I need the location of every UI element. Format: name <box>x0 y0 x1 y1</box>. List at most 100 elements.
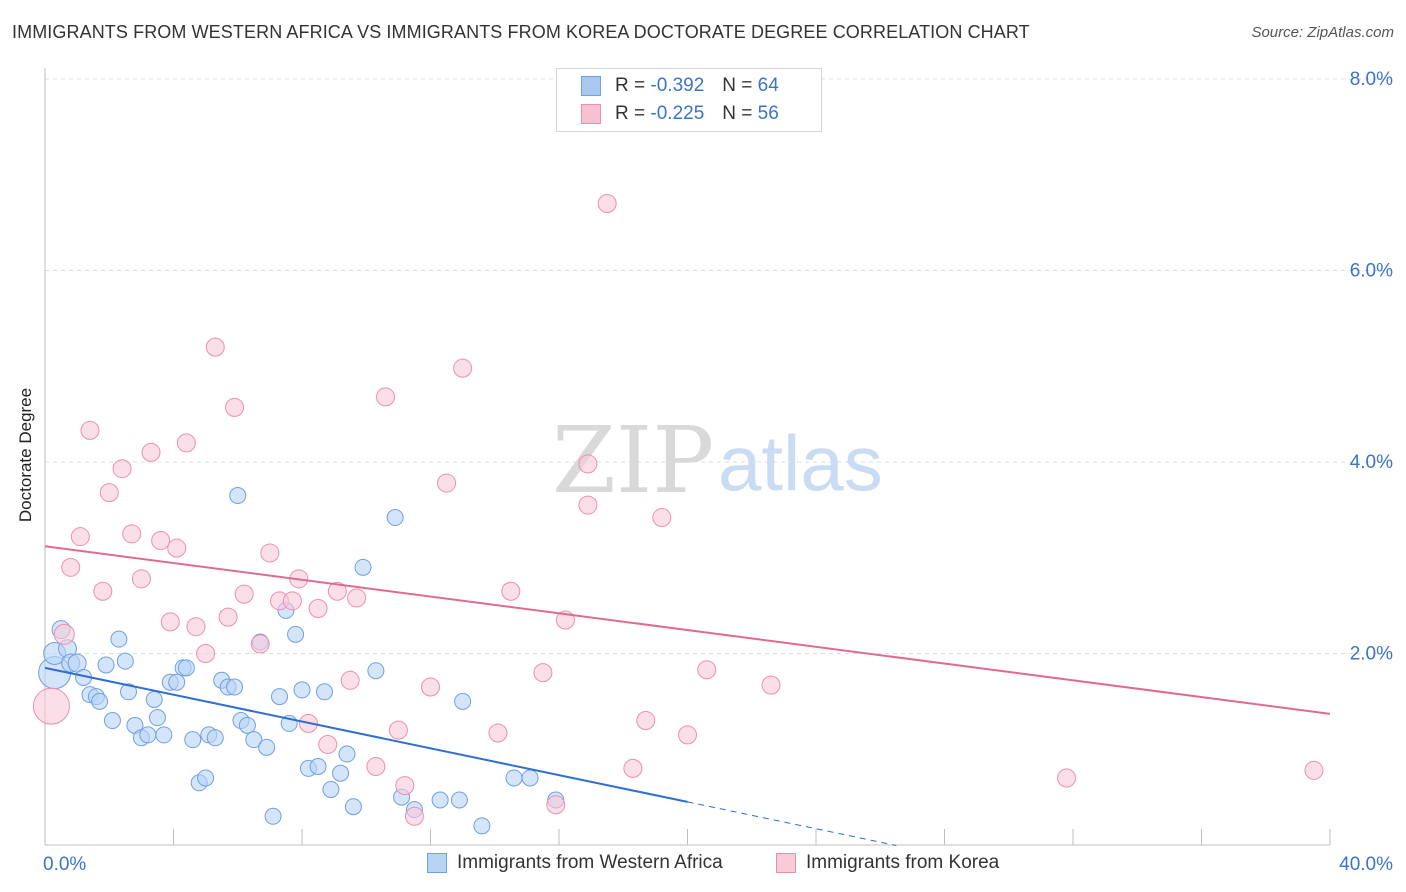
point-korea <box>99 483 119 503</box>
point-western-africa <box>450 791 468 809</box>
point-western-africa <box>110 630 128 648</box>
y-tick-label: 2.0% <box>1350 644 1393 665</box>
point-korea <box>141 442 161 462</box>
legend-label-korea: Immigrants from Korea <box>806 852 1000 873</box>
point-korea <box>404 806 424 826</box>
point-korea <box>93 581 113 601</box>
point-korea <box>437 473 457 493</box>
point-korea <box>488 723 508 743</box>
point-korea <box>678 725 697 745</box>
point-western-africa <box>309 757 327 775</box>
point-korea <box>1304 760 1324 780</box>
point-korea <box>260 543 280 563</box>
point-korea <box>70 527 90 547</box>
point-korea <box>388 720 408 740</box>
trend-extension-western-africa <box>687 801 897 846</box>
point-western-africa <box>264 807 282 825</box>
point-korea <box>167 538 187 558</box>
point-western-africa <box>155 726 173 744</box>
legend-n-label: N = <box>722 103 753 124</box>
point-korea <box>761 675 781 695</box>
point-western-africa <box>184 731 202 749</box>
legend-row-korea: R = -0.225 N = 56 <box>581 101 779 127</box>
point-korea <box>186 617 206 637</box>
point-western-africa <box>505 769 523 787</box>
point-korea <box>151 531 171 551</box>
point-korea <box>636 711 656 731</box>
point-korea <box>160 612 180 632</box>
point-western-africa <box>91 692 109 710</box>
data-points <box>32 103 1324 835</box>
point-western-africa <box>473 817 491 835</box>
point-korea <box>578 495 598 515</box>
point-korea <box>225 397 245 417</box>
point-korea <box>176 433 196 453</box>
legend-n-value: 64 <box>757 75 779 96</box>
chart-title: IMMIGRANTS FROM WESTERN AFRICA VS IMMIGR… <box>12 22 1030 42</box>
point-western-africa <box>120 683 138 701</box>
point-korea <box>501 581 521 601</box>
legend-r-value: -0.225 <box>650 103 705 124</box>
point-western-africa <box>454 692 472 710</box>
legend-item-western-africa[interactable]: Immigrants from Western Africa <box>427 852 723 874</box>
point-western-africa <box>338 745 356 763</box>
trend-line-western-africa <box>44 666 688 803</box>
legend-r-label: R = <box>615 103 646 124</box>
point-western-africa <box>238 716 256 734</box>
point-western-africa <box>177 659 195 677</box>
point-western-africa <box>245 731 263 749</box>
point-korea <box>32 687 70 725</box>
point-western-africa <box>168 673 186 691</box>
point-western-africa <box>116 652 134 670</box>
series-legend: Immigrants from Western Africa Immigrant… <box>0 852 1406 878</box>
source-label: Source: ZipAtlas.com <box>1251 24 1394 41</box>
point-korea <box>597 193 617 213</box>
point-western-africa <box>197 769 215 787</box>
legend-item-korea[interactable]: Immigrants from Korea <box>776 852 999 874</box>
point-korea <box>546 795 566 815</box>
point-western-africa <box>97 656 115 674</box>
trend-lines <box>44 545 1331 846</box>
point-korea <box>697 660 717 680</box>
point-korea <box>533 663 553 683</box>
y-tick-label: 4.0% <box>1350 452 1393 473</box>
grid-lines <box>45 78 1392 654</box>
point-western-africa <box>148 709 166 727</box>
legend-row-western-africa: R = -0.392 N = 64 <box>581 73 779 99</box>
point-western-africa <box>344 798 362 816</box>
point-western-africa <box>293 681 311 699</box>
legend-r-label: R = <box>615 75 646 96</box>
point-korea <box>1057 768 1077 788</box>
point-western-africa <box>431 791 449 809</box>
point-korea <box>234 584 254 604</box>
legend-swatch-western-africa <box>427 853 447 873</box>
tick-labels: 2.0% 4.0% 6.0% 8.0% 0.0% 40.0% <box>43 69 1393 875</box>
point-western-africa <box>332 764 350 782</box>
point-western-africa <box>271 688 289 706</box>
watermark-zip: ZIP <box>552 407 714 514</box>
point-korea <box>196 644 216 663</box>
x-tick-label: 40.0% <box>1339 854 1393 875</box>
point-western-africa <box>354 558 372 576</box>
point-korea <box>578 454 598 474</box>
legend-n-label: N = <box>722 75 753 96</box>
legend-swatch-korea <box>776 853 796 873</box>
point-western-africa <box>287 625 305 643</box>
point-korea <box>347 588 367 608</box>
point-korea <box>327 581 347 601</box>
point-korea <box>376 387 396 407</box>
point-korea <box>421 677 440 697</box>
point-korea <box>80 420 100 440</box>
legend-swatch-korea <box>581 104 601 124</box>
legend-r-value: -0.392 <box>650 75 705 96</box>
point-korea <box>53 623 75 645</box>
point-western-africa <box>145 690 163 708</box>
x-tick-label: 0.0% <box>43 854 86 875</box>
correlation-legend: R = -0.392 N = 64 R = -0.225 N = 56 <box>556 68 822 132</box>
point-western-africa <box>103 712 121 730</box>
point-korea <box>623 758 643 778</box>
point-korea <box>652 508 672 528</box>
point-western-africa <box>206 729 224 747</box>
point-korea <box>131 569 151 589</box>
